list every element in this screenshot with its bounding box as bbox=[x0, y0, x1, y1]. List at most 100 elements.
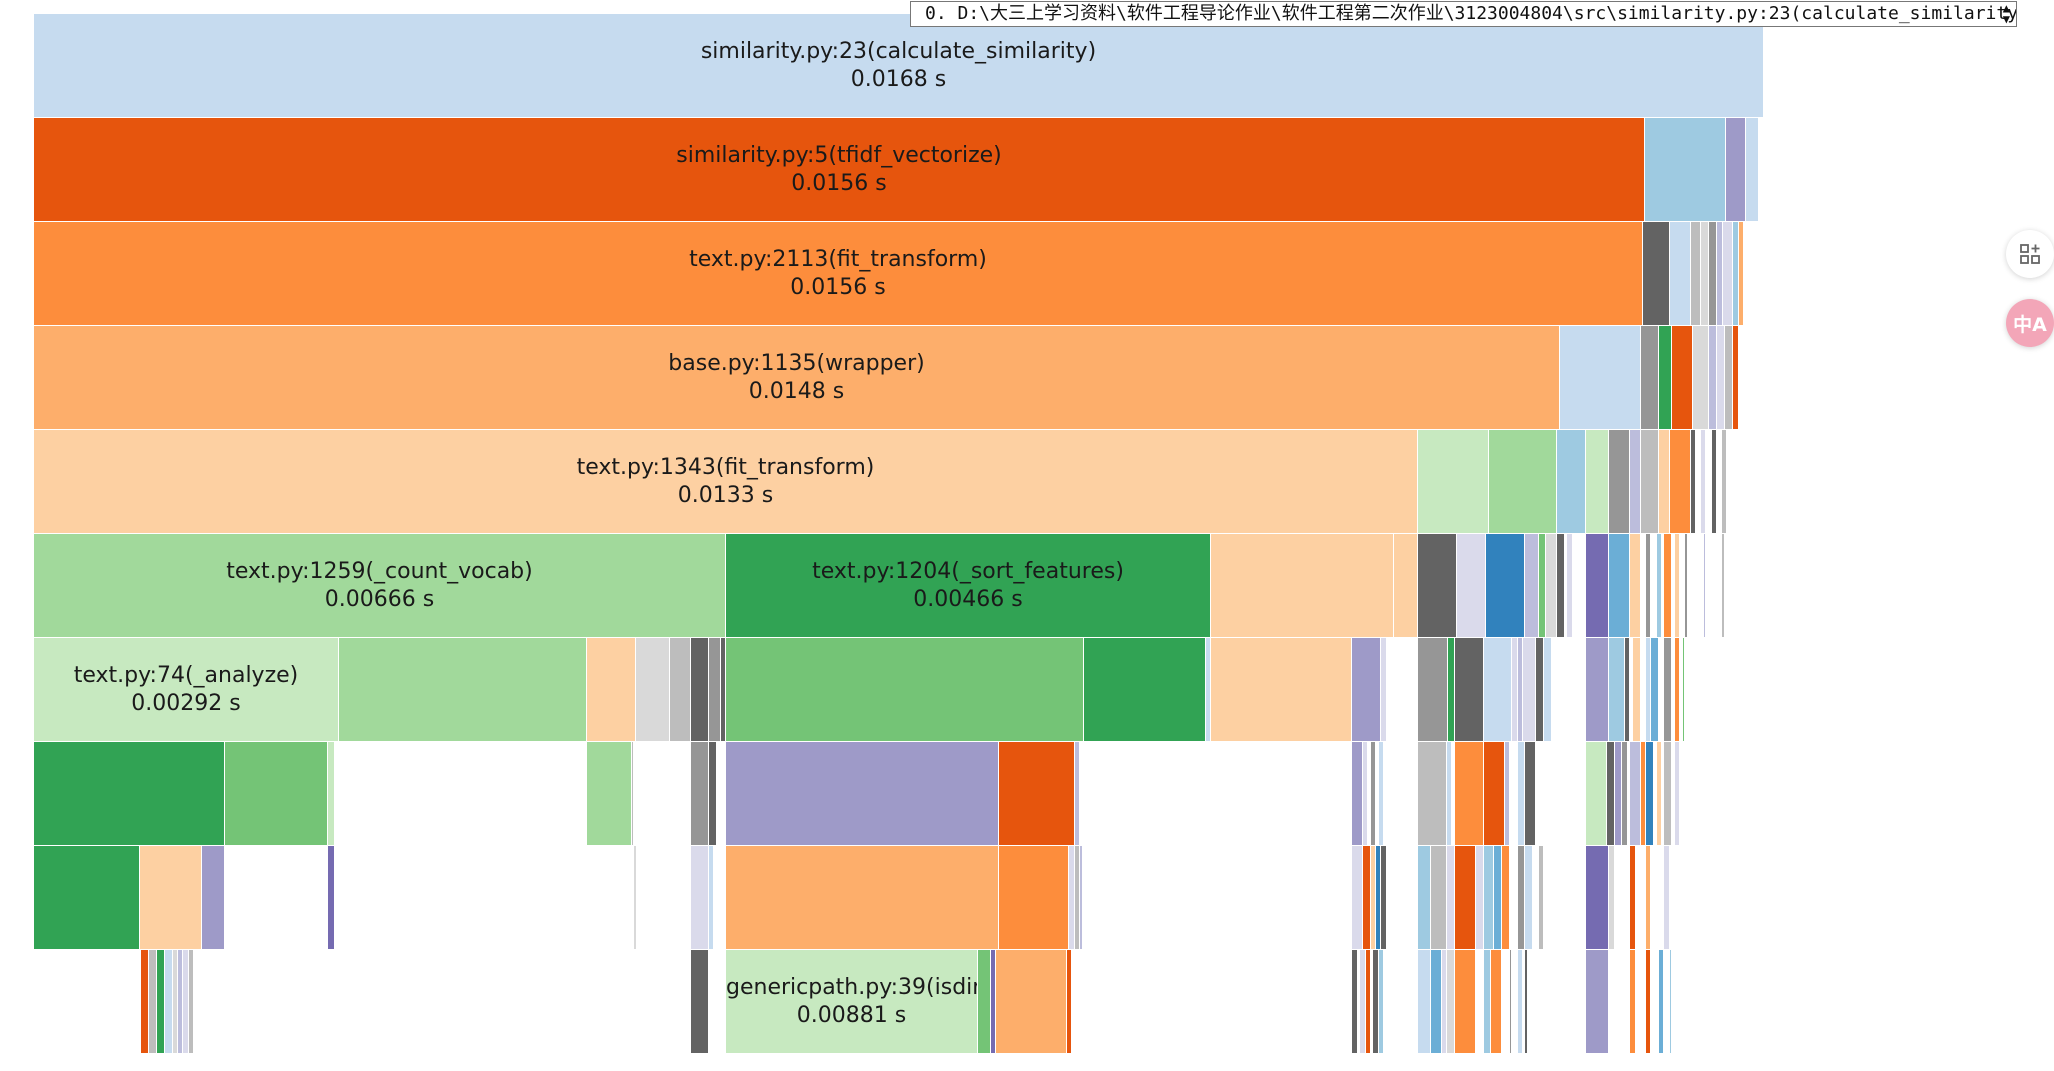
flame-block[interactable] bbox=[1379, 950, 1384, 1054]
flame-block[interactable] bbox=[157, 950, 165, 1054]
flame-block[interactable] bbox=[1484, 638, 1512, 742]
flame-block[interactable] bbox=[1664, 534, 1672, 638]
flame-block[interactable] bbox=[1722, 430, 1727, 534]
flame-block[interactable] bbox=[1418, 638, 1448, 742]
flame-block[interactable] bbox=[1363, 742, 1368, 846]
flame-block[interactable] bbox=[1376, 846, 1381, 950]
flame-block[interactable] bbox=[1352, 950, 1358, 1054]
translate-button[interactable]: 中A bbox=[2006, 299, 2054, 347]
flame-block[interactable] bbox=[1664, 846, 1670, 950]
flame-block[interactable] bbox=[1557, 430, 1586, 534]
flame-block[interactable] bbox=[1630, 950, 1636, 1054]
flame-block[interactable] bbox=[1431, 950, 1442, 1054]
flame-block[interactable] bbox=[328, 742, 335, 846]
flame-block[interactable] bbox=[1371, 846, 1376, 950]
flame-block[interactable] bbox=[1630, 742, 1641, 846]
flame-block[interactable] bbox=[587, 742, 632, 846]
flame-block[interactable] bbox=[1447, 846, 1455, 950]
flame-block[interactable] bbox=[1539, 534, 1546, 638]
flame-block[interactable] bbox=[1664, 638, 1672, 742]
flame-block[interactable] bbox=[1525, 534, 1539, 638]
flame-block[interactable] bbox=[726, 638, 1084, 742]
flame-block[interactable] bbox=[1670, 430, 1691, 534]
flame-block[interactable] bbox=[1643, 222, 1670, 326]
flame-block[interactable] bbox=[1607, 742, 1615, 846]
flame-block[interactable] bbox=[34, 742, 225, 846]
flame-block[interactable]: text.py:1204(_sort_features) 0.00466 s bbox=[726, 534, 1211, 638]
flame-block[interactable] bbox=[1505, 742, 1510, 846]
flame-block[interactable] bbox=[1657, 742, 1662, 846]
flame-block[interactable] bbox=[1373, 950, 1379, 1054]
flame-block[interactable] bbox=[1622, 742, 1628, 846]
flame-block[interactable] bbox=[1371, 742, 1376, 846]
flame-block[interactable] bbox=[1691, 222, 1701, 326]
flame-block[interactable] bbox=[1693, 326, 1709, 430]
flame-block[interactable] bbox=[1725, 326, 1733, 430]
flame-block[interactable] bbox=[1675, 534, 1680, 638]
flame-block[interactable] bbox=[1523, 638, 1536, 742]
flame-block[interactable] bbox=[1206, 638, 1211, 742]
flame-block[interactable] bbox=[1586, 846, 1609, 950]
flame-block[interactable] bbox=[1586, 534, 1609, 638]
flame-block[interactable] bbox=[1726, 118, 1746, 222]
flame-block[interactable] bbox=[1651, 638, 1659, 742]
flame-block[interactable] bbox=[1560, 326, 1641, 430]
flame-block[interactable] bbox=[1586, 742, 1607, 846]
flame-block[interactable] bbox=[1418, 534, 1457, 638]
flame-block[interactable] bbox=[709, 638, 721, 742]
flame-block[interactable] bbox=[1633, 638, 1641, 742]
flame-block[interactable] bbox=[1646, 638, 1651, 742]
flame-block[interactable] bbox=[1544, 638, 1552, 742]
flame-block[interactable] bbox=[691, 742, 709, 846]
flame-block[interactable] bbox=[978, 950, 991, 1054]
add-app-button[interactable] bbox=[2006, 230, 2054, 278]
flame-block[interactable] bbox=[1557, 534, 1565, 638]
flame-block[interactable] bbox=[1366, 950, 1371, 1054]
flame-block[interactable] bbox=[1211, 638, 1352, 742]
flame-block[interactable] bbox=[1352, 846, 1363, 950]
flame-block[interactable] bbox=[1546, 534, 1557, 638]
flame-block[interactable] bbox=[1431, 846, 1447, 950]
flame-block[interactable] bbox=[1701, 222, 1709, 326]
flame-block[interactable] bbox=[1484, 950, 1491, 1054]
flame-block[interactable] bbox=[140, 846, 202, 950]
flame-block[interactable] bbox=[178, 950, 183, 1054]
flame-block[interactable] bbox=[1352, 742, 1363, 846]
flame-block[interactable] bbox=[1455, 742, 1484, 846]
flame-block[interactable] bbox=[1646, 950, 1651, 1054]
root-function-select[interactable]: 0. D:\大三上学习资料\软件工程导论作业\软件工程第二次作业\3123004… bbox=[910, 1, 2017, 27]
flame-block[interactable] bbox=[1379, 742, 1384, 846]
flame-block[interactable] bbox=[991, 950, 996, 1054]
flame-block[interactable] bbox=[1418, 742, 1447, 846]
flame-block[interactable] bbox=[1657, 534, 1662, 638]
flame-block[interactable] bbox=[1518, 638, 1523, 742]
flame-block[interactable] bbox=[1586, 430, 1609, 534]
flame-block[interactable] bbox=[1442, 950, 1447, 1054]
flame-block[interactable]: similarity.py:23(calculate_similarity) 0.… bbox=[34, 14, 1764, 118]
flame-block[interactable] bbox=[1646, 846, 1651, 950]
flame-block[interactable] bbox=[183, 950, 189, 1054]
flame-block[interactable] bbox=[1418, 846, 1431, 950]
flame-block[interactable] bbox=[1067, 950, 1072, 1054]
flame-block[interactable] bbox=[1723, 222, 1733, 326]
flame-block[interactable]: text.py:2113(fit_transform) 0.0156 s bbox=[34, 222, 1643, 326]
flame-block[interactable] bbox=[1641, 430, 1659, 534]
flame-block[interactable] bbox=[1646, 534, 1651, 638]
flame-block[interactable] bbox=[1447, 950, 1455, 1054]
flame-block[interactable] bbox=[1712, 430, 1717, 534]
flame-block[interactable] bbox=[721, 638, 726, 742]
flame-block[interactable] bbox=[1518, 950, 1523, 1054]
flame-block[interactable] bbox=[1069, 846, 1075, 950]
flame-block[interactable] bbox=[1586, 638, 1609, 742]
flame-block[interactable] bbox=[691, 846, 709, 950]
flame-block[interactable] bbox=[1381, 846, 1387, 950]
flame-block[interactable] bbox=[1457, 534, 1486, 638]
flame-block[interactable]: base.py:1135(wrapper) 0.0148 s bbox=[34, 326, 1560, 430]
flame-block[interactable]: similarity.py:5(tfidf_vectorize) 0.0156 s bbox=[34, 118, 1645, 222]
flame-block[interactable] bbox=[1484, 742, 1505, 846]
flame-block[interactable] bbox=[1625, 638, 1630, 742]
flame-block[interactable] bbox=[1363, 846, 1371, 950]
flame-block[interactable] bbox=[1670, 222, 1691, 326]
flame-block[interactable] bbox=[34, 846, 140, 950]
flame-block[interactable] bbox=[1733, 222, 1739, 326]
